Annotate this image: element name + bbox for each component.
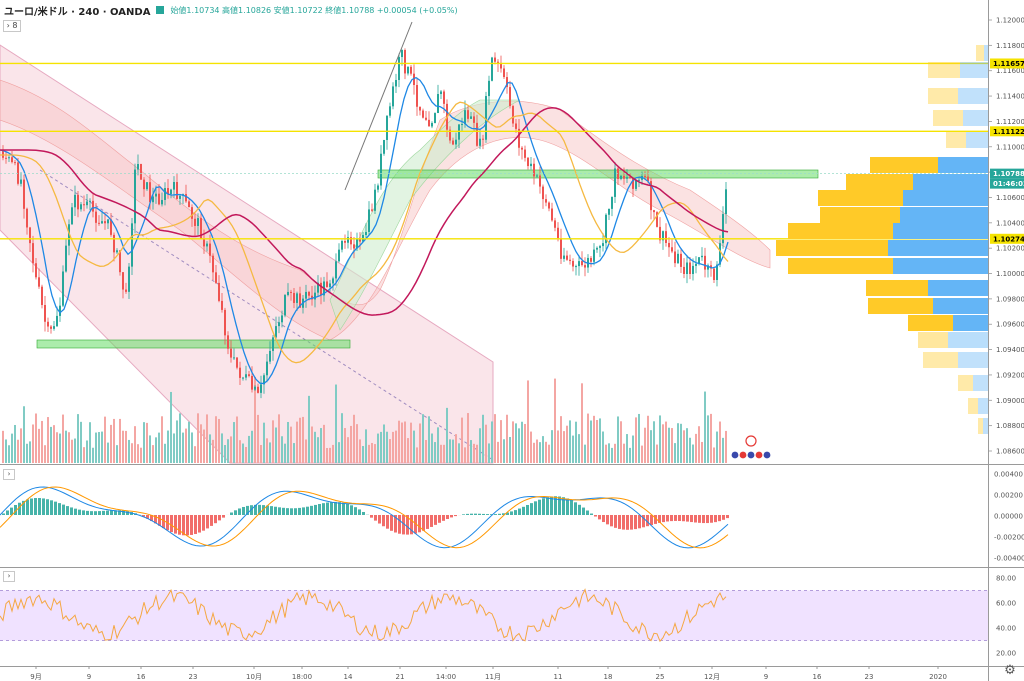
macd-tick-label: 0.00200: [994, 492, 1023, 500]
rsi-pane: 80.00 60.00 40.00 20.00: [0, 575, 1016, 658]
price-tag: [990, 126, 1024, 137]
price-tag-label: 1.11122: [993, 128, 1024, 136]
symbol-legend: ユーロ/米ドル · 240 · OANDA 始値1.10734 高値1.1082…: [4, 3, 458, 18]
time-axis-label: 14:00: [436, 673, 456, 681]
time-axis-label: 23: [189, 673, 198, 681]
ma-slow: [0, 106, 729, 316]
price-tick-label: 1.12000: [996, 17, 1024, 25]
country-flag-icon: [763, 451, 771, 459]
price-tick-label: 1.11800: [996, 42, 1024, 50]
macd-pane: 0.00400 0.00200 0.00000 -0.00200 -0.00400: [0, 471, 1024, 563]
symbol-title[interactable]: ユーロ/米ドル · 240 · OANDA: [4, 6, 151, 18]
time-axis-label: 10月: [246, 673, 262, 681]
price-tick-label: 1.09600: [996, 321, 1024, 329]
price-tick-label: 1.10200: [996, 245, 1024, 253]
macd-tick-label: 0.00000: [994, 513, 1023, 521]
price-scale: 1.12000 1.11800 1.11600 1.11400 1.11200 1.110…: [988, 17, 1024, 456]
time-axis-label: 18:00: [292, 673, 312, 681]
time-axis-label: 23: [865, 673, 874, 681]
time-axis-label: 9: [764, 673, 768, 681]
candles: [2, 48, 727, 399]
indicator-count: 8: [12, 21, 18, 30]
time-axis-label: 11月: [485, 673, 501, 681]
price-tick-label: 1.09000: [996, 397, 1024, 405]
price-tick-label: 1.11000: [996, 143, 1024, 151]
price-tick-label: 1.11400: [996, 93, 1024, 101]
time-axis-label: 9月: [30, 673, 41, 681]
ma-mid: [0, 101, 729, 364]
macd-tick-label: 0.00400: [994, 471, 1023, 479]
price-tag: [990, 58, 1024, 69]
price-tag: [990, 233, 1024, 244]
price-tag-label: 01:46:02: [993, 180, 1024, 188]
macd-signal-line: [0, 486, 729, 549]
price-tick-label: 1.11600: [996, 67, 1024, 75]
price-tick-label: 1.08600: [996, 448, 1024, 456]
time-axis-label: 25: [656, 673, 665, 681]
main-pane: [0, 21, 988, 464]
time-axis-label: 11: [554, 673, 563, 681]
time-axis-label: 21: [396, 673, 405, 681]
price-tag: [990, 178, 1024, 189]
price-tag-label: 1.10788: [993, 170, 1024, 178]
ma-fast: [0, 76, 729, 385]
country-flag-icon: [747, 451, 755, 459]
time-axis-label: 9: [87, 673, 91, 681]
ichimoku-cloud-bear: [0, 79, 771, 341]
rsi-tick-label: 80.00: [996, 575, 1016, 583]
macd-tick-label: -0.00200: [994, 534, 1024, 542]
price-tick-label: 1.10600: [996, 194, 1024, 202]
price-tick-label: 1.10000: [996, 270, 1024, 278]
ichimoku-cloud-bull: [329, 99, 521, 331]
rsi-tick-label: 60.00: [996, 600, 1016, 608]
support-zone: [36, 339, 351, 349]
volume-profile: [776, 45, 988, 434]
price-tick-label: 1.11200: [996, 118, 1024, 126]
country-flag-icon: [739, 451, 747, 459]
time-axis-label: 16: [137, 673, 146, 681]
rsi-line: [0, 588, 727, 643]
time-axis-label: 12月: [704, 673, 720, 681]
country-flag-icon: [731, 451, 739, 459]
time-axis-label: 14: [344, 673, 353, 681]
price-tick-label: 1.08800: [996, 422, 1024, 430]
event-marker-icon: [745, 435, 757, 447]
rsi-tick-label: 20.00: [996, 650, 1016, 658]
price-tag-label: 1.11657: [993, 60, 1024, 68]
volume-bars: [2, 376, 727, 463]
time-axis: 9月 9 16 23 10月 18:00 14 21 14:00 11月 11 18 25 12月 9 16 2…: [30, 666, 947, 681]
macd-tick-label: -0.00400: [994, 555, 1024, 563]
rsi-tick-label: 40.00: [996, 625, 1016, 633]
price-tag-label: 1.10274: [993, 235, 1024, 243]
rsi-pane-toggle[interactable]: ›: [3, 571, 15, 582]
country-flag-icon: [755, 451, 763, 459]
market-status-icon: [156, 6, 165, 14]
time-axis-label: 18: [604, 673, 613, 681]
price-tick-label: 1.09400: [996, 346, 1024, 354]
collapse-indicators-button[interactable]: › 8: [3, 20, 21, 32]
rsi-band: [0, 590, 988, 641]
ohlc-values: 始値1.10734 高値1.10826 安値1.10722 終値1.10788 …: [170, 5, 458, 15]
macd-pane-toggle[interactable]: ›: [3, 469, 15, 480]
price-tick-label: 1.09200: [996, 371, 1024, 379]
time-axis-label: 16: [813, 673, 822, 681]
price-tick-label: 1.09800: [996, 295, 1024, 303]
time-axis-label: 2020: [929, 673, 947, 681]
settings-gear-icon[interactable]: ⚙: [1004, 663, 1016, 678]
price-tick-label: 1.10400: [996, 219, 1024, 227]
price-tag: [990, 168, 1024, 179]
trend-line: [344, 21, 413, 191]
